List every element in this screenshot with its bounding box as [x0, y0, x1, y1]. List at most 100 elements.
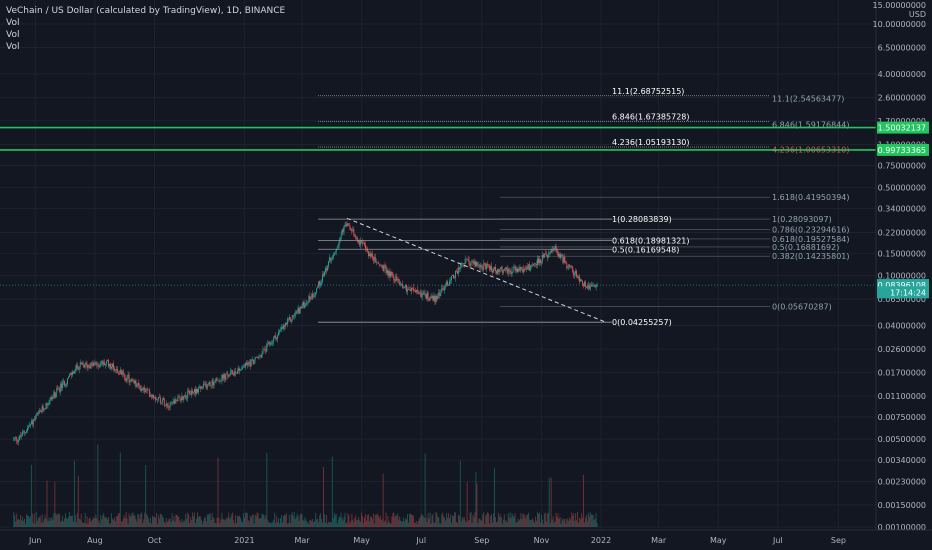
volume-bar	[176, 514, 178, 527]
volume-bar	[70, 515, 72, 527]
volume-bar	[281, 515, 282, 527]
indicator-vol-3[interactable]: Vol	[6, 42, 20, 52]
volume-bar	[217, 457, 219, 527]
volume-bar	[457, 514, 459, 527]
candle-body	[457, 267, 459, 274]
volume-bar	[424, 453, 426, 527]
volume-bar	[148, 518, 150, 527]
candle-body	[165, 403, 167, 407]
price-axis[interactable]: 15.00000000 USD 10.00000000 6.50000000 4.0…	[873, 0, 932, 532]
candle-body	[412, 287, 414, 291]
candle-body	[509, 270, 511, 272]
candle-body	[356, 238, 358, 239]
candle-body	[99, 366, 101, 368]
volume-bar	[292, 516, 294, 527]
volume-bar	[134, 515, 136, 527]
candle-body	[577, 276, 579, 278]
volume-bar	[250, 517, 252, 527]
volume-bar	[340, 512, 342, 527]
candle-body	[306, 303, 308, 304]
volume-bar	[27, 515, 28, 527]
volume-bar	[505, 519, 507, 527]
candle-body	[204, 383, 206, 385]
volume-bar	[355, 515, 357, 527]
candle-body	[142, 388, 144, 391]
volume-bar	[403, 517, 405, 527]
volume-bar	[95, 514, 97, 527]
volume-bar	[227, 517, 229, 527]
volume-bar	[35, 512, 37, 527]
volume-bar	[411, 514, 412, 527]
candle-body	[238, 368, 239, 371]
volume-bar	[279, 523, 281, 527]
volume-bar	[454, 512, 456, 527]
volume-bar	[224, 520, 226, 527]
candle-body	[207, 384, 209, 385]
candle-body	[351, 230, 353, 232]
candle-body	[400, 284, 402, 286]
volume-bar	[285, 513, 287, 527]
volume-bar	[34, 523, 36, 527]
candle-body	[276, 337, 278, 339]
volume-bar	[488, 513, 490, 527]
volume-bar	[534, 522, 536, 527]
volume-bar	[129, 516, 131, 527]
candle-body	[173, 401, 175, 404]
horizontal-lines[interactable]	[0, 126, 876, 151]
indicator-vol-2[interactable]: Vol	[6, 30, 20, 40]
volume-bar	[506, 522, 508, 527]
candle-body	[183, 396, 185, 400]
candle-body	[395, 276, 397, 282]
volume-bar	[214, 522, 216, 527]
volume-bar	[499, 514, 501, 527]
volume-bar	[66, 518, 68, 527]
candle-body	[479, 264, 481, 268]
volume-bar	[44, 514, 46, 527]
candle-body	[334, 251, 336, 253]
candle-body	[458, 267, 460, 270]
volume-bar	[587, 512, 589, 527]
volume-bar	[53, 513, 55, 527]
volume-bar	[123, 515, 125, 527]
time-axis[interactable]: Jun Aug Oct 2021 Mar May Jul Sep Nov 2022 Mar May Ju…	[0, 529, 932, 550]
volume-bar	[385, 512, 387, 527]
candle-body	[335, 248, 337, 252]
candle-body	[554, 246, 556, 249]
trendline-line[interactable]	[346, 217, 607, 323]
candle-body	[253, 360, 255, 365]
candle-body	[185, 395, 187, 399]
volume-bar	[247, 520, 249, 527]
candle-body	[52, 397, 54, 399]
candle-body	[226, 373, 228, 374]
candle-body	[161, 400, 163, 403]
candle-body	[422, 292, 424, 294]
candle-body	[449, 281, 451, 286]
price-badge	[877, 143, 929, 156]
candle-body	[283, 325, 284, 329]
volume-bar	[238, 516, 239, 527]
symbol-title[interactable]: VeChain / US Dollar (calculated by Tradi…	[6, 6, 286, 16]
volume-bar	[198, 516, 200, 527]
volume-bar	[308, 523, 310, 527]
candles[interactable]	[13, 221, 598, 446]
volume-bar	[531, 520, 533, 527]
candle-body	[487, 263, 489, 266]
candle-body	[533, 263, 535, 266]
candle-body	[481, 265, 483, 267]
candle-body	[75, 364, 77, 370]
volume-bar	[557, 513, 559, 527]
volume-bar	[481, 520, 483, 527]
volume-bar	[164, 522, 166, 527]
volume-bar	[210, 520, 212, 527]
price-badge-label: 1.50032137	[878, 124, 926, 133]
volume-bar	[521, 519, 523, 527]
trendline[interactable]	[346, 217, 607, 323]
volume-bar	[426, 522, 428, 527]
candle-body	[493, 268, 494, 273]
indicator-vol-1[interactable]: Vol	[6, 18, 20, 28]
candle-body	[252, 359, 254, 365]
candle-body	[225, 373, 227, 380]
volume-bar	[516, 522, 518, 527]
volume-bar	[493, 513, 494, 527]
